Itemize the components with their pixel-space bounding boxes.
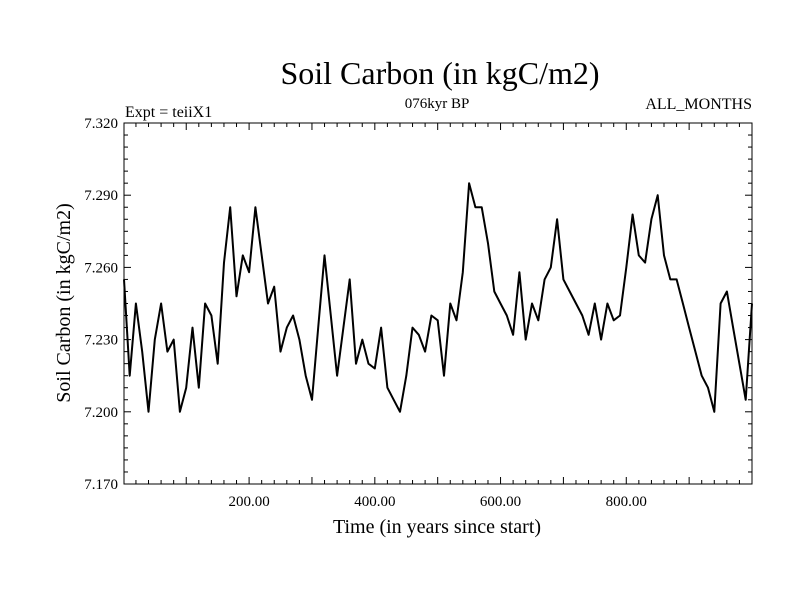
x-tick-label: 800.00: [606, 494, 647, 510]
x-axis-label: Time (in years since start): [333, 516, 541, 538]
y-tick-label: 7.260: [84, 260, 118, 276]
y-tick-label: 7.200: [84, 405, 118, 421]
x-tick-label: 600.00: [480, 494, 521, 510]
soil-carbon-series-line: [123, 182, 753, 413]
y-tick-label: 7.320: [84, 116, 118, 132]
chart-subtitle: 076kyr BP: [405, 96, 470, 112]
x-tick-label: 200.00: [228, 494, 269, 510]
axis-tick-labels: 200.00 400.00 600.00 800.00 7.170 7.200 7.230 7…: [84, 116, 647, 510]
y-tick-label: 7.230: [84, 333, 118, 349]
chart-title: Soil Carbon (in kgC/m2): [280, 55, 599, 91]
y-axis-label: Soil Carbon (in kgC/m2): [53, 203, 75, 402]
y-tick-label: 7.170: [84, 477, 118, 493]
experiment-label: Expt = teiiX1: [125, 104, 212, 121]
months-label: ALL_MONTHS: [645, 96, 752, 113]
series-layer: [123, 182, 753, 413]
x-tick-label: 400.00: [354, 494, 395, 510]
y-tick-label: 7.290: [84, 188, 118, 204]
